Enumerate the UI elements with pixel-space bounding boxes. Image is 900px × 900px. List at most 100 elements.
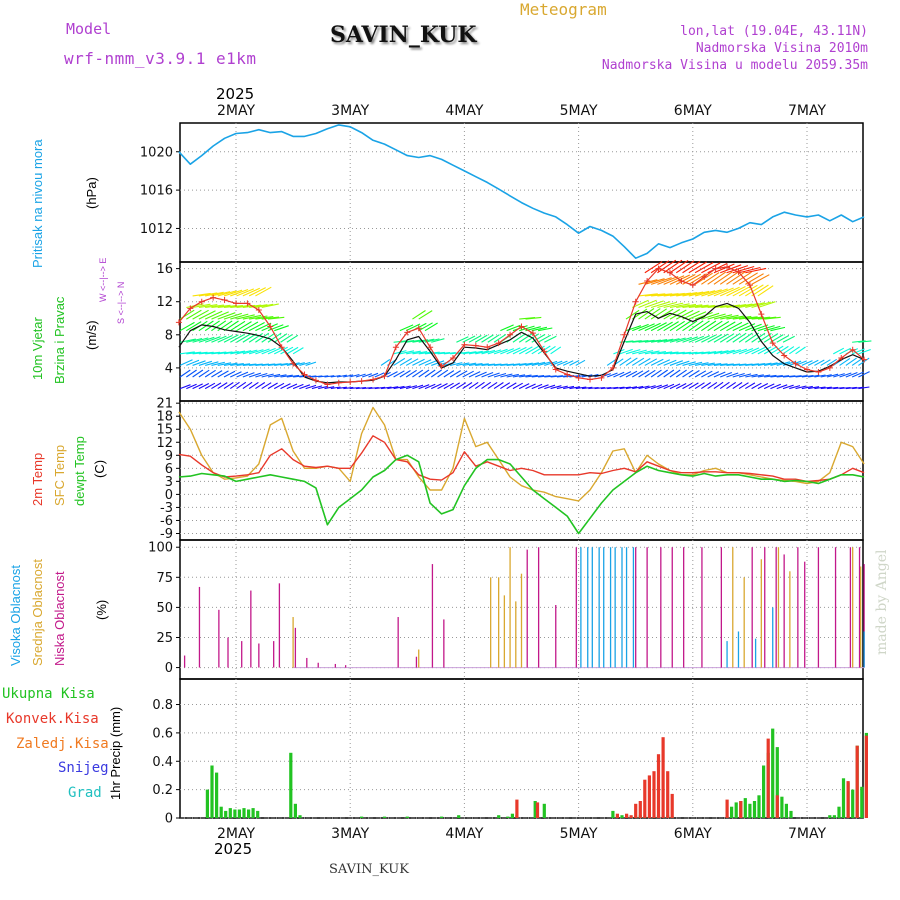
- wind-vector: [713, 263, 735, 274]
- wind-vector: [644, 308, 661, 320]
- precip-bar: [382, 816, 387, 818]
- wind-vector: [789, 375, 802, 378]
- wind-vector: [719, 333, 735, 343]
- wind-vector: [280, 334, 293, 343]
- wind-vector: [676, 351, 692, 355]
- wind-vector: [211, 361, 225, 366]
- wind-vector: [701, 312, 720, 320]
- wind-vector: [682, 261, 701, 274]
- wind-vector: [751, 316, 771, 320]
- wind-vector: [594, 386, 605, 390]
- wind-vector: [644, 385, 656, 390]
- wind-vector: [355, 373, 366, 378]
- wind-vector: [431, 338, 445, 343]
- cloud-tick-25: 25: [156, 631, 173, 646]
- wind-vector: [424, 369, 436, 378]
- precip-bar: [841, 778, 846, 818]
- wind-vector: [537, 361, 552, 366]
- wind-vector: [669, 292, 692, 297]
- wind-vector: [500, 373, 513, 378]
- temp-tick--3: -3: [160, 501, 173, 516]
- day-label-top-7MAY: 7MAY: [788, 103, 826, 119]
- wind-vector: [726, 265, 749, 274]
- wind-vector: [826, 373, 839, 378]
- precip-bar: [789, 810, 793, 818]
- wind-vector: [751, 274, 770, 285]
- temp-tick-12: 12: [156, 436, 173, 451]
- wind-vector: [255, 372, 268, 378]
- wind-vector: [179, 369, 191, 378]
- wind-gust-marker: [826, 364, 833, 371]
- precip-legend-convective: Konvek.Kisa: [6, 711, 99, 727]
- wind-vector: [318, 385, 329, 390]
- wind-vector: [556, 360, 568, 366]
- wind-vector: [694, 290, 716, 297]
- wind-vector: [858, 348, 871, 355]
- wind-vector: [286, 334, 299, 343]
- wind-vector: [682, 336, 698, 343]
- wind-vector: [682, 369, 694, 378]
- wind-vector: [217, 382, 228, 390]
- wind-vector: [738, 284, 758, 297]
- wind-gust-marker: [666, 269, 673, 276]
- wind-vector: [462, 335, 476, 343]
- wind-vector: [192, 369, 204, 378]
- wind-vector: [638, 385, 650, 390]
- wind-vector: [343, 374, 354, 378]
- wind-vector: [701, 262, 721, 274]
- wind-gust-marker: [175, 319, 182, 326]
- wind-vector: [845, 357, 857, 366]
- wind-tick-16: 16: [156, 262, 173, 277]
- wind-vector: [851, 348, 865, 355]
- wind-vector: [719, 381, 730, 390]
- year-top-label: 2025: [216, 85, 255, 103]
- wind-gust-marker: [746, 282, 753, 289]
- wind-vector: [280, 383, 291, 390]
- precip-bar: [775, 795, 779, 818]
- wind-vector: [211, 304, 231, 309]
- wind-vector: [757, 362, 772, 366]
- wind-vector: [500, 382, 511, 390]
- wind-vector: [387, 371, 398, 378]
- wind-vector: [701, 289, 722, 297]
- precip-bar: [743, 798, 747, 818]
- model-name: wrf-nmm_v3.9.1 e1km: [64, 49, 257, 68]
- wind-vector: [556, 385, 568, 390]
- wind-vector: [688, 320, 704, 332]
- wind-vector: [788, 346, 801, 355]
- wind-vector: [644, 358, 658, 366]
- wind-vector: [613, 371, 625, 378]
- wind-vector: [632, 323, 649, 332]
- wind-vector: [186, 337, 203, 343]
- precip-bar: [205, 789, 209, 818]
- wind-vector: [663, 369, 675, 378]
- wind-vector: [255, 332, 270, 343]
- wind-vector: [619, 371, 632, 378]
- wind-vector: [412, 369, 424, 378]
- wind-vector: [651, 339, 668, 343]
- wind-vector: [713, 381, 724, 390]
- wind-vector: [286, 383, 298, 390]
- wind-vector: [669, 369, 681, 378]
- wind-vector: [462, 362, 477, 366]
- wind-vector: [852, 340, 866, 343]
- panel-frame-1: [179, 261, 864, 402]
- wind-vector: [292, 383, 304, 390]
- wind-vector: [299, 375, 311, 378]
- precip-tick-0.2: 0.2: [152, 783, 173, 798]
- wind-vector: [274, 362, 288, 366]
- wind-vector: [625, 309, 640, 320]
- wind-vector: [650, 369, 662, 378]
- precip-bar: [224, 810, 228, 818]
- wind-vector: [833, 373, 845, 378]
- wind-vector: [211, 335, 227, 343]
- wind-vector: [468, 335, 482, 343]
- wind-vector: [663, 351, 679, 355]
- day-label-bottom-2MAY: 2MAY: [217, 826, 255, 842]
- wind-gust-marker: [221, 297, 228, 304]
- wind-vector: [274, 325, 289, 332]
- wind-vector: [569, 360, 580, 366]
- wind-vector: [248, 332, 264, 343]
- wind-gust-marker: [324, 381, 331, 388]
- wind-vector: [406, 385, 418, 390]
